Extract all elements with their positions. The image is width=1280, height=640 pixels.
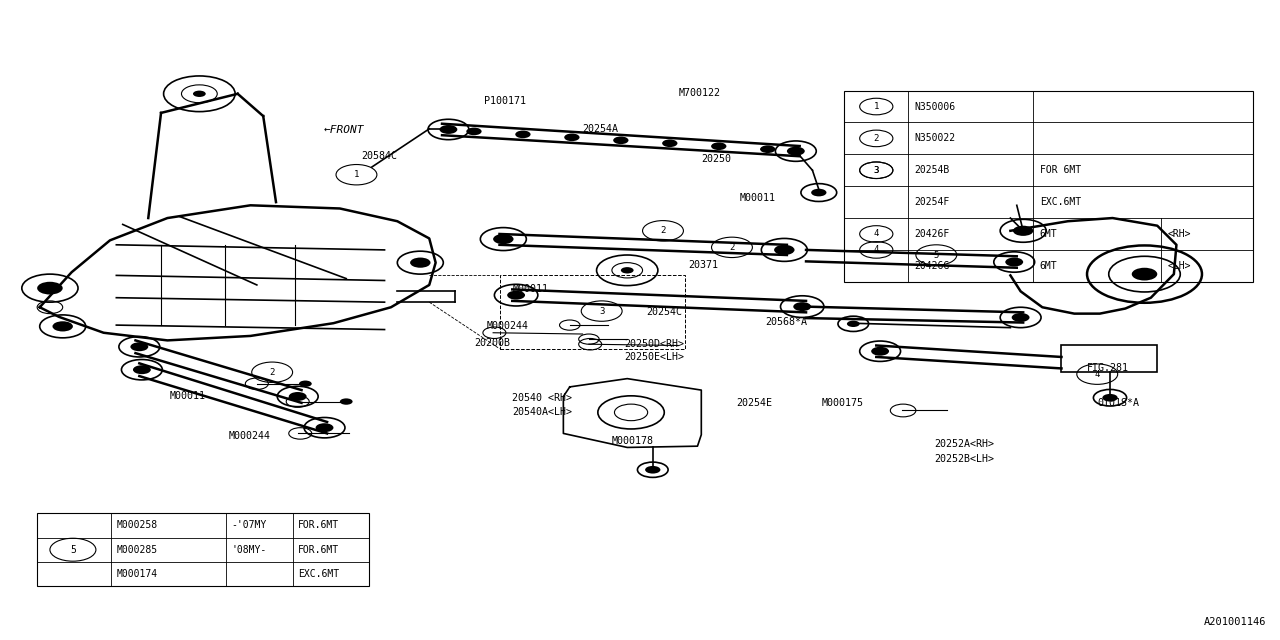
Text: 3: 3 <box>873 166 879 175</box>
Text: 5: 5 <box>933 250 940 259</box>
Text: 20371: 20371 <box>689 260 718 270</box>
Text: 4: 4 <box>873 230 879 239</box>
Text: M700122: M700122 <box>678 88 721 97</box>
Text: FOR 6MT: FOR 6MT <box>1039 165 1080 175</box>
Circle shape <box>193 91 206 97</box>
Text: N350006: N350006 <box>915 102 956 111</box>
Text: EXC.6MT: EXC.6MT <box>298 569 339 579</box>
Text: 2: 2 <box>873 134 879 143</box>
Text: M000244: M000244 <box>229 431 271 441</box>
Text: M00011: M00011 <box>170 392 206 401</box>
Circle shape <box>794 302 812 311</box>
Text: 20250D<RH>: 20250D<RH> <box>625 339 685 349</box>
Circle shape <box>774 245 795 255</box>
Circle shape <box>493 234 513 244</box>
Text: M00011: M00011 <box>512 284 548 294</box>
Circle shape <box>787 147 805 156</box>
Text: N350022: N350022 <box>915 133 956 143</box>
Text: 20200B: 20200B <box>474 338 509 348</box>
Circle shape <box>507 291 525 300</box>
Circle shape <box>340 398 352 404</box>
Text: 2: 2 <box>660 227 666 236</box>
Text: A201001146: A201001146 <box>1203 617 1266 627</box>
Text: 20254C: 20254C <box>646 307 682 317</box>
Text: ←FRONT: ←FRONT <box>324 125 364 135</box>
Text: 6MT: 6MT <box>1039 229 1057 239</box>
Text: 4: 4 <box>873 245 879 255</box>
Circle shape <box>621 267 634 273</box>
Circle shape <box>847 321 860 327</box>
Bar <box>845 91 1253 282</box>
Text: -'07MY: -'07MY <box>232 520 266 531</box>
Circle shape <box>37 282 63 294</box>
Text: 20252B<LH>: 20252B<LH> <box>934 454 993 464</box>
Text: 20250: 20250 <box>701 154 731 164</box>
Circle shape <box>662 140 677 147</box>
Text: M000175: M000175 <box>822 398 864 408</box>
Text: M000174: M000174 <box>116 569 157 579</box>
Circle shape <box>439 125 457 134</box>
Text: 20254B: 20254B <box>915 165 950 175</box>
Circle shape <box>516 131 531 138</box>
Circle shape <box>1012 226 1033 236</box>
Bar <box>37 513 369 586</box>
Text: 2: 2 <box>270 368 275 377</box>
Circle shape <box>564 134 580 141</box>
Text: 20540A<LH>: 20540A<LH> <box>512 408 572 417</box>
Circle shape <box>872 347 890 356</box>
Circle shape <box>1011 313 1029 322</box>
Text: <RH>: <RH> <box>1167 229 1190 239</box>
Circle shape <box>410 257 430 268</box>
Text: P100171: P100171 <box>484 97 526 106</box>
Text: 4: 4 <box>1094 370 1100 379</box>
Text: 1: 1 <box>873 102 879 111</box>
Circle shape <box>300 381 312 387</box>
Text: 3: 3 <box>599 307 604 316</box>
Text: <LH>: <LH> <box>1167 261 1190 271</box>
Text: 20254A: 20254A <box>582 124 618 134</box>
Circle shape <box>760 145 776 153</box>
Circle shape <box>712 143 727 150</box>
Text: 0101S*A: 0101S*A <box>1097 398 1139 408</box>
Bar <box>1061 346 1157 372</box>
Circle shape <box>289 392 307 401</box>
Circle shape <box>645 466 660 474</box>
Text: 20540 <RH>: 20540 <RH> <box>512 393 572 403</box>
Text: 20426F: 20426F <box>915 229 950 239</box>
Text: 20252A<RH>: 20252A<RH> <box>934 439 993 449</box>
Circle shape <box>316 423 334 432</box>
Text: 20254F: 20254F <box>915 197 950 207</box>
Circle shape <box>1132 268 1157 280</box>
Circle shape <box>52 321 73 332</box>
Text: FIG.281: FIG.281 <box>1087 363 1129 372</box>
Text: 3: 3 <box>873 166 879 175</box>
Circle shape <box>1005 257 1023 266</box>
Text: 2: 2 <box>730 243 735 252</box>
Text: 5: 5 <box>70 545 76 555</box>
Text: M000178: M000178 <box>612 436 654 446</box>
Text: EXC.6MT: EXC.6MT <box>1039 197 1080 207</box>
Text: 20254E: 20254E <box>736 398 772 408</box>
Text: '08MY-: '08MY- <box>232 545 266 555</box>
Circle shape <box>131 342 148 351</box>
Text: 1: 1 <box>353 170 360 179</box>
Circle shape <box>1102 394 1117 401</box>
Text: M000285: M000285 <box>116 545 157 555</box>
Circle shape <box>133 365 151 374</box>
Circle shape <box>812 189 827 196</box>
Text: 20568*A: 20568*A <box>765 317 808 327</box>
Text: FOR.6MT: FOR.6MT <box>298 520 339 531</box>
Text: 20250E<LH>: 20250E<LH> <box>625 352 685 362</box>
Text: FOR.6MT: FOR.6MT <box>298 545 339 555</box>
Text: 20584C: 20584C <box>361 151 398 161</box>
Text: M00011: M00011 <box>740 193 776 203</box>
Bar <box>499 275 685 349</box>
Text: 6MT: 6MT <box>1039 261 1057 271</box>
Text: M000244: M000244 <box>486 321 529 332</box>
Circle shape <box>466 127 481 135</box>
Circle shape <box>613 136 628 144</box>
Text: M000258: M000258 <box>116 520 157 531</box>
Text: 20426G: 20426G <box>915 261 950 271</box>
